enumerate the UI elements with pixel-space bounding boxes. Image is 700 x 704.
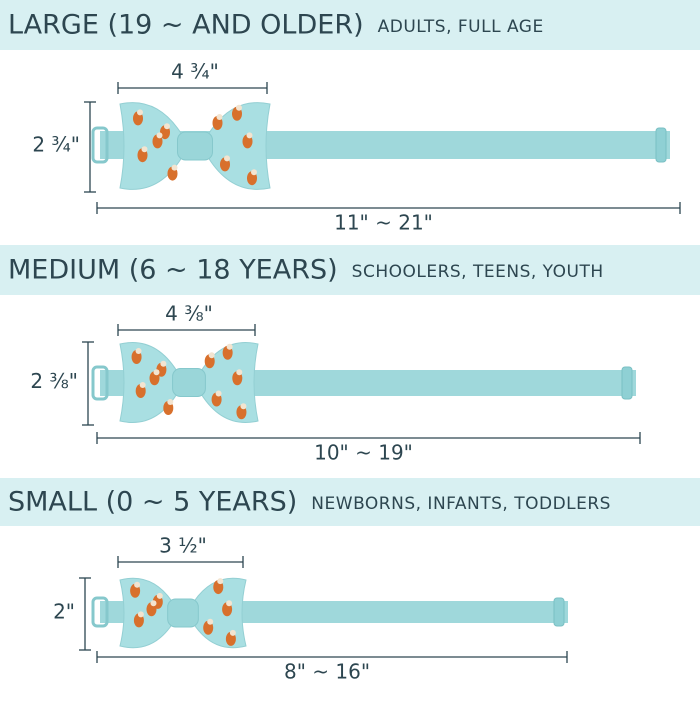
- width-label: 4 ⅜": [165, 302, 213, 326]
- header-band: [0, 245, 700, 295]
- fox-pattern: [135, 348, 142, 354]
- size-subtitle: ADULTS, FULL AGE: [378, 17, 544, 37]
- size-subtitle: NEWBORNS, INFANTS, TODDLERS: [311, 494, 611, 514]
- fox-pattern: [246, 132, 253, 139]
- size-subtitle: SCHOOLERS, TEENS, YOUTH: [352, 262, 604, 282]
- bow-knot: [167, 598, 199, 628]
- header-band: [0, 0, 700, 50]
- height-label: 2 ¾": [32, 133, 80, 157]
- slider: [655, 127, 667, 163]
- buckle: [91, 596, 109, 628]
- buckle: [91, 126, 109, 164]
- height-label: 2 ⅜": [30, 369, 78, 393]
- fox-pattern: [141, 146, 148, 153]
- bow-knot: [172, 368, 206, 397]
- height-label: 2": [53, 600, 75, 624]
- fox-pattern: [160, 360, 167, 367]
- fox-pattern: [134, 581, 141, 588]
- fox-pattern: [216, 114, 223, 120]
- fox-pattern: [156, 592, 163, 599]
- fox-pattern: [137, 109, 143, 116]
- fox-pattern: [251, 169, 257, 176]
- fox-pattern: [240, 403, 247, 410]
- fox-pattern: [167, 399, 174, 405]
- size-title: SMALL (0 ~ 5 YEARS): [8, 487, 297, 518]
- fox-pattern: [207, 618, 214, 625]
- fox-pattern: [217, 578, 224, 585]
- size-title: LARGE (19 ~ AND OLDER): [8, 10, 364, 41]
- fox-pattern: [150, 600, 157, 607]
- slider: [621, 366, 633, 400]
- header-band: [0, 478, 700, 526]
- length-label: 11" ~ 21": [334, 211, 433, 235]
- slider: [553, 597, 565, 627]
- fox-pattern: [215, 390, 222, 397]
- fox-pattern: [236, 369, 243, 376]
- fox-pattern: [224, 155, 230, 162]
- size-title: MEDIUM (6 ~ 18 YEARS): [8, 255, 338, 286]
- fox-pattern: [236, 104, 242, 111]
- width-label: 4 ¾": [171, 60, 219, 84]
- length-label: 10" ~ 19": [314, 441, 413, 465]
- fox-pattern: [156, 132, 163, 139]
- fox-pattern: [226, 343, 233, 350]
- width-label: 3 ½": [159, 534, 207, 558]
- length-label: 8" ~ 16": [284, 660, 370, 684]
- bow-wing: [119, 577, 173, 649]
- fox-pattern: [229, 629, 236, 636]
- fox-pattern: [153, 369, 160, 376]
- fox-pattern: [139, 382, 146, 388]
- fox-pattern: [208, 352, 215, 359]
- fox-pattern: [171, 164, 178, 171]
- fox-pattern: [137, 611, 144, 618]
- fox-pattern: [226, 600, 233, 607]
- buckle: [91, 365, 109, 401]
- bow-knot: [177, 131, 213, 161]
- fox-pattern: [164, 123, 170, 130]
